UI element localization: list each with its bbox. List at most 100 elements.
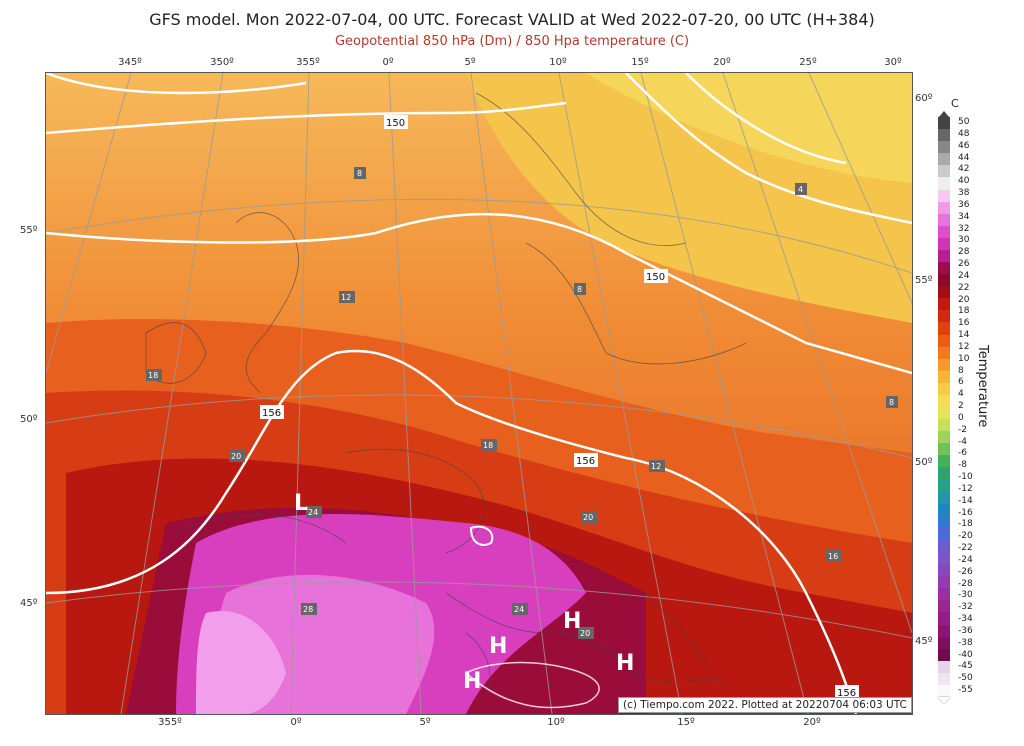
lon-label-top: 20º [713,57,731,68]
colorbar-tick-label: -8 [958,460,967,471]
forecast-map: 150 150 156 156 156 8 12 18 20 24 28 20 … [45,72,913,715]
colorbar-tick-label: 16 [958,318,970,329]
temp-badge [886,396,898,408]
lon-label-top: 10º [549,57,567,68]
temp-badge-label: 16 [828,552,838,561]
lon-label-bottom: 15º [677,717,695,728]
lat-label-right: 55º [915,275,933,286]
colorbar-tick-label: 32 [958,223,970,234]
high-pressure-symbol: H [489,634,507,659]
geopotential-label: 156 [262,408,281,419]
colorbar-swatch [938,358,950,372]
colorbar-swatch [938,624,950,638]
colorbar-swatch [938,153,950,166]
colorbar-tick-label: 2 [958,401,964,412]
chart-title: GFS model. Mon 2022-07-04, 00 UTC. Forec… [149,10,875,29]
lat-label-right: 60º [915,93,933,104]
colorbar-tick-label: 44 [958,152,970,163]
colorbar-swatch [938,286,950,299]
lon-label-top: 345º [118,57,142,68]
colorbar-swatch [938,213,950,227]
colorbar-max-arrow [938,111,950,118]
colorbar-swatch [938,564,950,577]
temp-badge [481,439,497,451]
colorbar-swatch [938,201,950,215]
colorbar-swatch [938,249,950,263]
temp-zone-extreme-peak [196,611,286,714]
geopotential-label-bg [574,453,598,467]
temp-badge [354,167,366,179]
colorbar-tick-label: -20 [958,531,973,542]
lat-label-left: 50º [20,414,38,425]
colorbar-tick-label: 18 [958,306,970,317]
temp-badge-label: 20 [231,452,241,461]
colorbar-swatch [938,431,950,444]
low-pressure-symbol: L [294,491,308,516]
colorbar-tick-label: 36 [958,199,970,210]
colorbar-tick-label: -32 [958,602,973,613]
colorbar-swatch [938,298,950,311]
lon-label-top: 5º [464,57,476,68]
colorbar-swatch [938,612,950,625]
colorbar-swatch [938,117,950,130]
temp-badge [649,460,665,472]
colorbar-swatch [938,274,950,287]
colorbar-swatch [938,491,950,505]
lat-label-right: 45º [915,636,933,647]
colorbar-swatch [938,684,950,698]
temp-badge-label: 20 [580,629,590,638]
colorbar-title: Temperature [975,345,990,428]
colorbar-swatch [938,322,950,335]
geopotential-contours [46,73,912,714]
colorbar-tick-label: -2 [958,424,967,435]
temp-badge-label: 20 [583,513,593,522]
colorbar-tick-label: -10 [958,472,973,483]
closed-contour [464,661,600,709]
colorbar-swatch [938,515,950,529]
colorbar-swatch [938,262,950,275]
lon-label-bottom: 10º [547,717,565,728]
temp-badge [306,506,322,518]
high-pressure-symbol: H [616,651,634,676]
temp-badge [301,603,317,615]
geopotential-label-bg [384,115,408,129]
geopotential-label-bg [644,269,668,283]
colorbar-tick-label: -16 [958,507,973,518]
temp-badge [578,627,594,639]
geopotential-label-bg [835,685,859,699]
colorbar-swatch [938,346,950,360]
colorbar-swatch [938,419,950,432]
colorbar-swatch [938,237,950,251]
temperature-colorbar [938,117,950,698]
geopotential-label: 150 [646,272,665,283]
temp-badge [146,369,162,381]
geopotential-label: 150 [386,118,405,129]
colorbar-swatch [938,600,950,613]
temp-badge-label: 8 [357,169,362,178]
lon-label-bottom: 355º [158,717,182,728]
colorbar-tick-label: 6 [958,377,964,388]
colorbar-swatch [938,467,950,480]
colorbar-tick-label: 10 [958,353,970,364]
colorbar-swatch [938,382,950,396]
temp-badge [339,291,355,303]
colorbar-tick-label: 22 [958,282,970,293]
colorbar-tick-label: 8 [958,365,964,376]
colorbar-tick-label: 48 [958,128,970,139]
colorbar-swatch [938,443,950,456]
lon-label-top: 15º [631,57,649,68]
colorbar-tick-label: 20 [958,294,970,305]
temp-badge-label: 8 [577,285,582,294]
colorbar-tick-label: -34 [958,614,973,625]
closed-contour [469,525,494,546]
colorbar-tick-label: -55 [958,685,973,696]
colorbar-tick-label: -28 [958,578,973,589]
colorbar-swatch [938,334,950,348]
colorbar-tick-label: 4 [958,389,964,400]
colorbar-tick-label: 38 [958,188,970,199]
lat-label-right: 50º [915,457,933,468]
temp-badge [229,450,245,462]
colorbar-swatch [938,660,950,674]
lat-label-left: 55º [20,225,38,236]
temp-badge [581,511,597,523]
